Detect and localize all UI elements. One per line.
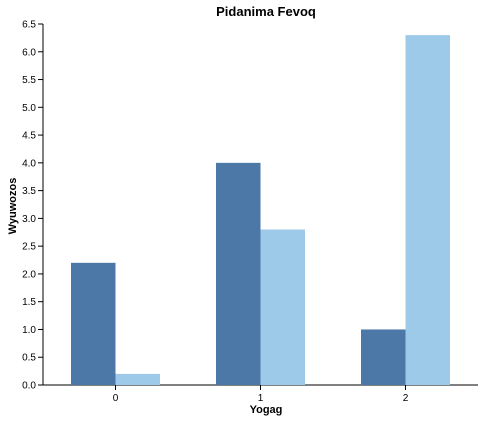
y-tick-label: 1.0 xyxy=(22,325,36,336)
x-tick-label: 1 xyxy=(258,393,264,404)
y-tick-label: 0.0 xyxy=(22,381,36,392)
bar-series-1-category-0 xyxy=(116,374,161,385)
chart-title: Pidanima Fevoq xyxy=(216,4,316,19)
bar-series-0-category-0 xyxy=(71,263,116,385)
bar-series-1-category-2 xyxy=(406,35,451,385)
y-tick-label: 5.0 xyxy=(22,103,36,114)
x-tick-label: 2 xyxy=(403,393,409,404)
x-tick-label: 0 xyxy=(113,393,119,404)
bar-series-1-category-1 xyxy=(261,229,306,385)
y-tick-label: 4.5 xyxy=(22,131,36,142)
bars xyxy=(71,35,450,385)
y-tick-label: 2.0 xyxy=(22,269,36,280)
y-tick-label: 6.0 xyxy=(22,47,36,58)
y-tick-label: 6.5 xyxy=(22,20,36,31)
x-axis-title: Yogag xyxy=(250,404,283,416)
y-axis: 0.0 0.5 1.0 1.5 2.0 2.5 3.0 3.5 4.0 4.5 5.0 5.5 6.0 6… xyxy=(22,20,43,392)
y-tick-label: 5.5 xyxy=(22,75,36,86)
y-tick-label: 0.5 xyxy=(22,353,36,364)
y-tick-label: 4.0 xyxy=(22,158,36,169)
x-axis: 0 1 2 xyxy=(43,385,478,404)
y-tick-label: 1.5 xyxy=(22,297,36,308)
y-tick-label: 3.5 xyxy=(22,186,36,197)
y-tick-label: 2.5 xyxy=(22,242,36,253)
bar-series-0-category-1 xyxy=(216,163,261,385)
y-tick-label: 3.0 xyxy=(22,214,36,225)
bar-series-0-category-2 xyxy=(361,329,406,385)
y-axis-title: Wyuwozos xyxy=(7,178,19,235)
